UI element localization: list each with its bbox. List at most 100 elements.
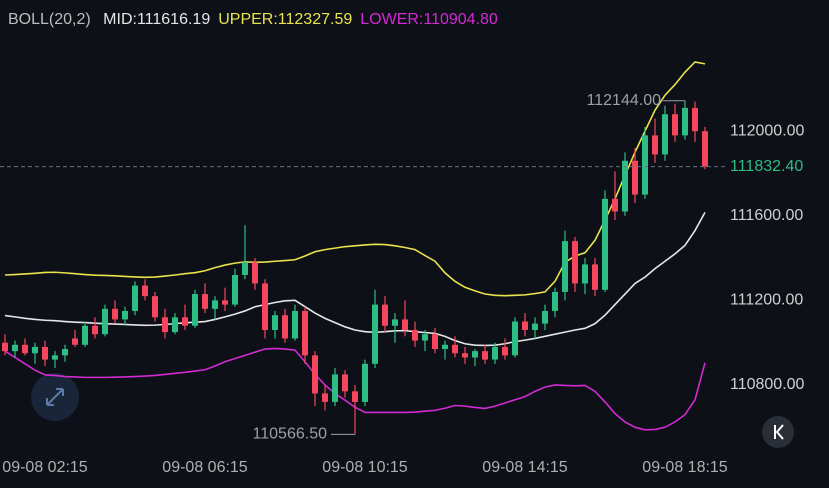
candle-body xyxy=(672,114,678,136)
legend-value: 111616.19 xyxy=(137,11,210,28)
candle-body xyxy=(472,351,478,358)
x-tick-label: 09-08 02:15 xyxy=(2,459,88,476)
candle-body xyxy=(92,325,98,335)
candle-body xyxy=(692,107,698,132)
candle-body xyxy=(462,353,468,358)
candle-body xyxy=(232,274,238,305)
candle-body xyxy=(162,317,168,333)
candle-body xyxy=(32,346,38,354)
candle-body xyxy=(622,160,628,212)
candle-body xyxy=(362,363,368,402)
candle-body xyxy=(122,310,128,320)
candle-body xyxy=(182,317,188,326)
candle-body xyxy=(642,135,648,195)
band-line xyxy=(4,211,706,347)
candle-body xyxy=(492,346,498,360)
candle-body xyxy=(322,393,328,402)
candle-body xyxy=(632,160,638,195)
candle-body xyxy=(192,294,198,326)
candle-body xyxy=(22,344,28,354)
candle-body xyxy=(2,342,8,352)
expand-icon[interactable] xyxy=(46,388,64,406)
band-line xyxy=(4,61,706,297)
candle-body xyxy=(72,338,78,345)
indicator-name: BOLL(20,2) xyxy=(8,11,91,28)
legend-value: 110904.80 xyxy=(423,11,498,28)
candle-body xyxy=(302,310,308,356)
candle-body xyxy=(702,131,708,167)
candle-body xyxy=(292,310,298,339)
candle-body xyxy=(452,344,458,354)
candle-body xyxy=(342,374,348,392)
candle-body xyxy=(152,296,158,318)
candle-body xyxy=(522,321,528,330)
candle-body xyxy=(502,346,508,356)
candle-body xyxy=(202,294,208,309)
candle-body xyxy=(442,344,448,350)
candle-body xyxy=(652,135,658,155)
y-tick-label: 111600.00 xyxy=(730,207,803,224)
legend-value: 112327.59 xyxy=(278,11,353,28)
last-price-label: 111832.40 xyxy=(730,158,803,175)
back-button[interactable] xyxy=(762,416,794,448)
candle-body xyxy=(262,283,268,330)
expand-button[interactable] xyxy=(31,373,79,421)
candle-body xyxy=(402,319,408,330)
candle-body xyxy=(42,346,48,360)
candle-body xyxy=(682,107,688,136)
legend-name: UPPER: xyxy=(218,11,278,28)
candle-body xyxy=(512,321,518,356)
candle-body xyxy=(222,300,228,305)
candle-body xyxy=(662,114,668,155)
candle-body xyxy=(412,329,418,341)
candle-body xyxy=(532,323,538,330)
candle-body xyxy=(112,308,118,320)
candle-body xyxy=(12,344,18,352)
candle-body xyxy=(602,198,608,290)
candle-body xyxy=(562,241,568,292)
candle-body xyxy=(592,264,598,290)
x-tick-label: 09-08 14:15 xyxy=(482,459,568,476)
candle-body xyxy=(212,300,218,309)
legend-name: LOWER: xyxy=(360,11,423,28)
candle-body xyxy=(172,317,178,333)
back-icon[interactable] xyxy=(774,424,784,440)
candle-body xyxy=(142,285,148,297)
candle-body xyxy=(482,351,488,360)
candle-body xyxy=(422,334,428,341)
candle-body xyxy=(382,304,388,326)
candle-body xyxy=(282,315,288,339)
candle-body xyxy=(612,198,618,212)
candle-body xyxy=(52,355,58,360)
x-tick-label: 09-08 18:15 xyxy=(642,459,728,476)
y-tick-label: 112000.00 xyxy=(730,122,805,139)
candle-body xyxy=(272,315,278,330)
candle-body xyxy=(82,325,88,345)
candle-body xyxy=(332,374,338,402)
candle-body xyxy=(352,391,358,402)
candle-body xyxy=(432,334,438,350)
high-marker-label: 112144.00 xyxy=(587,92,662,109)
candle-body xyxy=(392,319,398,326)
candle-body xyxy=(582,264,588,284)
x-tick-label: 09-08 10:15 xyxy=(322,459,408,476)
candle-body xyxy=(312,355,318,394)
candle-body xyxy=(372,304,378,364)
candle-body xyxy=(252,262,258,284)
candle-body xyxy=(572,241,578,284)
legend-items: MID:111616.19 UPPER:112327.59 LOWER:110904… xyxy=(103,11,498,28)
candle-body xyxy=(242,262,248,275)
candle-body xyxy=(102,308,108,335)
x-tick-label: 09-08 06:15 xyxy=(162,459,248,476)
candle-body xyxy=(132,285,138,311)
y-tick-label: 110800.00 xyxy=(730,376,805,393)
candle-body xyxy=(62,349,68,356)
legend-name: MID: xyxy=(103,11,137,28)
low-marker-label: 110566.50 xyxy=(253,426,328,443)
legend: BOLL(20,2) MID:111616.19 UPPER:112327.59 L… xyxy=(8,11,498,28)
y-tick-label: 111200.00 xyxy=(730,292,803,309)
candle-body xyxy=(552,291,558,311)
